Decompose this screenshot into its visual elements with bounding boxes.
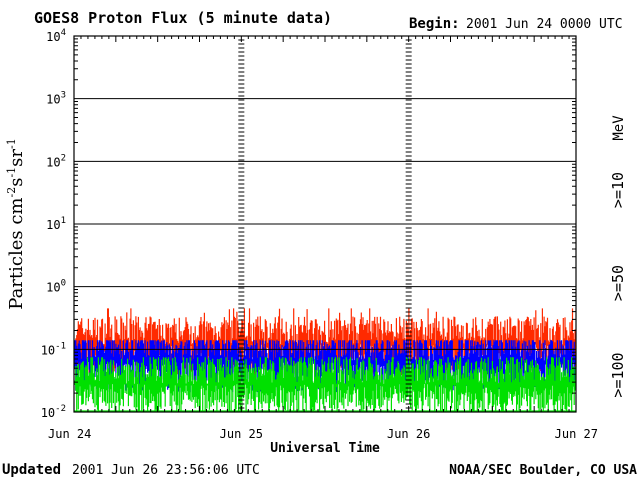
legend-gte50: >=50	[609, 265, 627, 301]
y-axis-title-base: Particles cm	[6, 198, 27, 310]
y-tick-base: 10	[46, 155, 60, 169]
grid-layer	[74, 35, 576, 412]
y-tick-label: 10-2	[41, 404, 66, 420]
y-tick-base: 10	[46, 93, 60, 107]
legend-unit: MeV	[611, 115, 627, 141]
begin-value: 2001 Jun 24 0000 UTC	[466, 17, 623, 32]
y-axis-title-sr: sr	[6, 149, 27, 167]
y-tick-exp: 2	[61, 153, 66, 163]
y-tick-base: 10	[41, 343, 55, 357]
y-tick-exp: 3	[61, 91, 66, 101]
y-tick-label: 104	[46, 28, 66, 44]
y-axis-title-unit: -2	[5, 187, 18, 198]
updated-value: 2001 Jun 26 23:56:06 UTC	[72, 463, 260, 478]
y-axis-title-s-exp: -1	[5, 167, 18, 178]
y-tick-label: 10-1	[41, 341, 66, 357]
y-tick-label: 103	[46, 91, 66, 107]
legend-gte100: >=100	[609, 352, 627, 397]
y-tick-exp: -2	[55, 404, 66, 414]
y-tick-base: 10	[41, 406, 55, 420]
x-tick-label: Jun 26	[387, 427, 430, 441]
y-tick-base: 10	[46, 30, 60, 44]
y-axis-title: Particles cm-2s-1sr-1	[5, 138, 27, 309]
series-layer	[74, 308, 576, 412]
day-divider	[238, 35, 245, 409]
chart-title: GOES8 Proton Flux (5 minute data)	[34, 9, 332, 27]
credit-text: NOAA/SEC Boulder, CO USA	[449, 463, 637, 478]
y-tick-exp: -1	[55, 341, 66, 351]
updated-label: Updated	[2, 462, 61, 478]
legend-gte10: >=10	[609, 172, 627, 208]
x-axis: Jun 24 Jun 25 Jun 26 Jun 27	[48, 427, 598, 441]
day-divider	[405, 35, 412, 409]
y-tick-base: 10	[46, 281, 60, 295]
plot-frame	[73, 35, 577, 413]
y-tick-exp: 4	[61, 28, 66, 38]
y-tick-exp: 1	[61, 216, 66, 226]
y-axis-title-s: s	[6, 178, 27, 187]
x-tick-label: Jun 24	[48, 427, 91, 441]
y-axis-title-sr-exp: -1	[5, 138, 18, 149]
y-tick-base: 10	[46, 218, 60, 232]
begin-label: Begin:	[409, 16, 460, 32]
y-tick-exp: 0	[61, 279, 66, 289]
minor-ticks	[74, 38, 576, 394]
y-tick-label: 100	[46, 279, 66, 295]
x-axis-title: Universal Time	[270, 441, 380, 456]
hour-ticks	[80, 36, 570, 412]
x-tick-label: Jun 25	[220, 427, 263, 441]
y-tick-label: 101	[46, 216, 66, 232]
y-tick-label: 102	[46, 153, 66, 169]
series-s100	[74, 357, 576, 412]
x-tick-label: Jun 27	[555, 427, 598, 441]
plot-area	[73, 35, 577, 413]
